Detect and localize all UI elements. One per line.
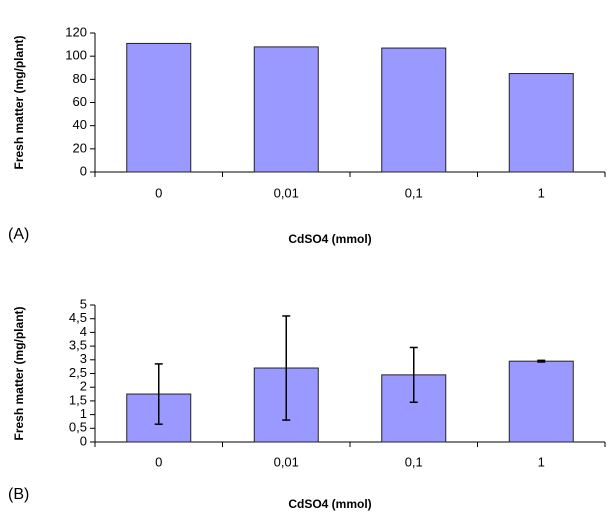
y-tick-label: 3,5 bbox=[69, 338, 87, 353]
bar bbox=[126, 42, 192, 173]
y-tick-label: 60 bbox=[73, 94, 87, 109]
y-tick-label: 2,5 bbox=[69, 365, 87, 380]
x-tick-label: 0,01 bbox=[274, 185, 299, 200]
y-tick-label: 80 bbox=[73, 71, 87, 86]
y-tick-label: 0,5 bbox=[69, 420, 87, 435]
y-tick-label: 4 bbox=[80, 324, 87, 339]
bar bbox=[253, 46, 319, 173]
y-axis-title: Fresh matter (mg/plant) bbox=[12, 306, 26, 440]
y-tick-label: 4,5 bbox=[69, 310, 87, 325]
y-tick-label: 100 bbox=[65, 48, 87, 63]
y-axis-title: Fresh matter (mg/plant) bbox=[12, 35, 26, 169]
panel-label: (A) bbox=[8, 226, 29, 243]
y-tick-label: 1,5 bbox=[69, 392, 87, 407]
y-tick-label: 3 bbox=[80, 351, 87, 366]
x-tick-label: 0 bbox=[155, 185, 162, 200]
x-axis-title: CdSO4 (mmol) bbox=[288, 232, 371, 246]
x-tick-label: 1 bbox=[538, 454, 545, 469]
x-tick-label: 0,1 bbox=[405, 454, 423, 469]
y-tick-label: 5 bbox=[80, 296, 87, 311]
y-tick-label: 120 bbox=[65, 24, 87, 39]
y-tick-label: 40 bbox=[73, 117, 87, 132]
y-tick-label: 2 bbox=[80, 379, 87, 394]
y-tick-label: 0 bbox=[80, 433, 87, 448]
y-tick-label: 0 bbox=[80, 163, 87, 178]
x-tick-label: 1 bbox=[538, 185, 545, 200]
panel-label: (B) bbox=[8, 486, 29, 503]
bar bbox=[508, 360, 574, 443]
x-tick-label: 0,1 bbox=[405, 185, 423, 200]
bar bbox=[508, 73, 574, 173]
x-tick-label: 0,01 bbox=[274, 454, 299, 469]
y-tick-label: 20 bbox=[73, 140, 87, 155]
bar bbox=[381, 47, 447, 173]
y-tick-label: 1 bbox=[80, 406, 87, 421]
x-axis-title: CdSO4 (mmol) bbox=[288, 497, 371, 511]
x-tick-label: 0 bbox=[155, 454, 162, 469]
